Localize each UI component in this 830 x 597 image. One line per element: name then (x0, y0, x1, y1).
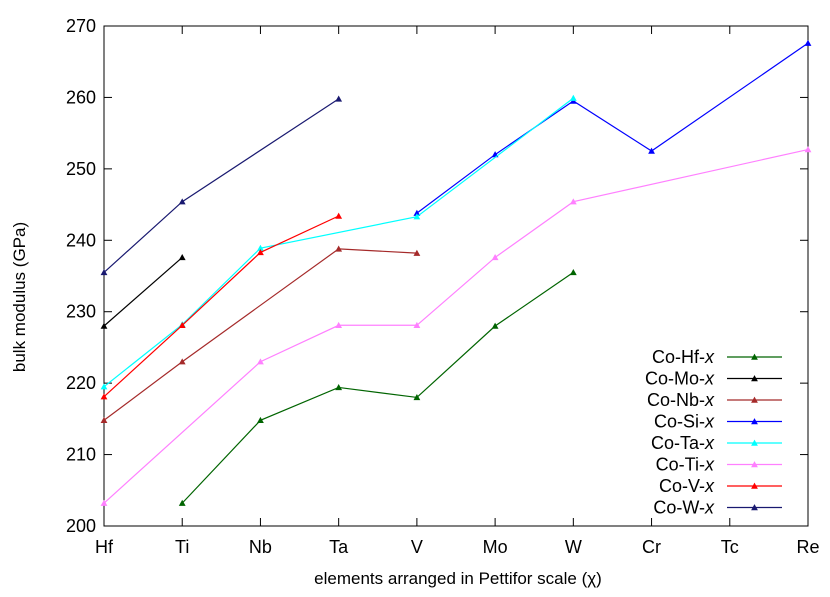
series-group (100, 39, 812, 506)
legend-marker (751, 375, 758, 382)
series-line (103, 98, 339, 273)
data-point (178, 499, 186, 506)
legend-item: Co-Ta-x (651, 433, 782, 453)
x-tick-label: Hf (95, 537, 114, 557)
x-tick-label: Re (796, 537, 819, 557)
series-line (416, 42, 809, 214)
y-tick-label: 200 (66, 516, 96, 536)
data-point (413, 394, 421, 401)
data-point (335, 245, 343, 252)
y-tick-label: 240 (66, 230, 96, 250)
data-point (569, 94, 577, 101)
series-line (103, 215, 339, 398)
data-point (335, 95, 343, 102)
data-point (335, 384, 343, 391)
series-line (103, 256, 183, 327)
series-line (103, 248, 417, 421)
data-point (491, 322, 499, 329)
data-point (178, 198, 186, 205)
legend: Co-Hf-xCo-Mo-xCo-Nb-xCo-Si-xCo-Ta-xCo-Ti… (645, 347, 782, 518)
series-co-v (100, 212, 343, 400)
data-point (569, 269, 577, 276)
data-point (178, 321, 186, 329)
data-point (100, 393, 108, 400)
series-co-hf (178, 269, 577, 506)
data-point (100, 499, 108, 506)
legend-label: Co-Ta-x (651, 433, 715, 453)
data-point (178, 254, 186, 261)
y-axis-title: bulk modulus (GPa) (10, 222, 29, 372)
data-point (257, 416, 264, 424)
x-tick-label: Ta (329, 537, 349, 557)
legend-marker (751, 504, 758, 511)
data-point (413, 249, 421, 256)
legend-marker (751, 482, 758, 489)
data-point (100, 383, 108, 390)
data-point (178, 358, 186, 365)
legend-item: Co-Hf-x (652, 347, 782, 367)
x-axis-title: elements arranged in Pettifor scale (χ) (314, 569, 602, 588)
y-tick-label: 260 (66, 87, 96, 107)
legend-label: Co-Nb-x (647, 390, 715, 410)
series-co-mo (100, 254, 186, 329)
series-line (103, 97, 574, 388)
data-point (413, 213, 421, 220)
plot-frame (103, 25, 809, 527)
legend-marker (751, 461, 758, 468)
legend-item: Co-Ti-x (656, 455, 782, 475)
series-line (181, 271, 574, 504)
legend-item: Co-Si-x (654, 412, 782, 432)
data-point (491, 254, 499, 261)
legend-marker (751, 396, 758, 403)
legend-label: Co-Ti-x (656, 455, 715, 475)
legend-item: Co-V-x (659, 476, 782, 496)
y-tick-label: 230 (66, 302, 96, 322)
y-tick-label: 220 (66, 373, 96, 393)
axes: 200 210 220 230 240 250 260 270 Hf Ti Nb Ta V Mo W Cr Tc… (66, 16, 820, 557)
data-point (804, 146, 812, 153)
legend-label: Co-Si-x (654, 412, 715, 432)
legend-marker (751, 353, 758, 360)
series-co-ta (100, 94, 577, 390)
data-point (257, 244, 264, 251)
series-co-w (100, 95, 343, 276)
series-co-nb (100, 245, 421, 424)
data-point (257, 358, 264, 365)
series-co-ti (100, 146, 812, 506)
data-point (413, 209, 421, 216)
data-point (648, 147, 655, 154)
x-tick-label: Cr (642, 537, 661, 557)
series-co-si (413, 39, 812, 216)
x-tick-label: Mo (483, 537, 508, 557)
legend-marker (751, 439, 758, 446)
legend-item: Co-Mo-x (645, 369, 782, 389)
data-point (335, 212, 343, 219)
legend-marker (751, 418, 758, 425)
data-point (257, 249, 264, 256)
legend-label: Co-Mo-x (645, 369, 715, 389)
y-tick-label: 270 (66, 16, 96, 36)
data-point (100, 416, 108, 424)
x-tick-label: W (565, 537, 582, 557)
legend-label: Co-Hf-x (652, 347, 715, 367)
data-point (804, 39, 812, 46)
y-tick-label: 250 (66, 159, 96, 179)
x-tick-label: V (411, 537, 423, 557)
legend-item: Co-W-x (653, 498, 782, 518)
legend-label: Co-V-x (659, 476, 715, 496)
data-point (413, 321, 421, 329)
legend-label: Co-W-x (653, 498, 715, 518)
y-tick-label: 210 (66, 445, 96, 465)
data-point (569, 198, 577, 205)
data-point (335, 321, 343, 329)
x-tick-label: Ti (175, 537, 189, 557)
x-tick-label: Nb (249, 537, 272, 557)
data-point (100, 322, 108, 329)
legend-item: Co-Nb-x (647, 390, 782, 410)
x-tick-label: Tc (721, 537, 739, 557)
data-point (100, 269, 108, 276)
